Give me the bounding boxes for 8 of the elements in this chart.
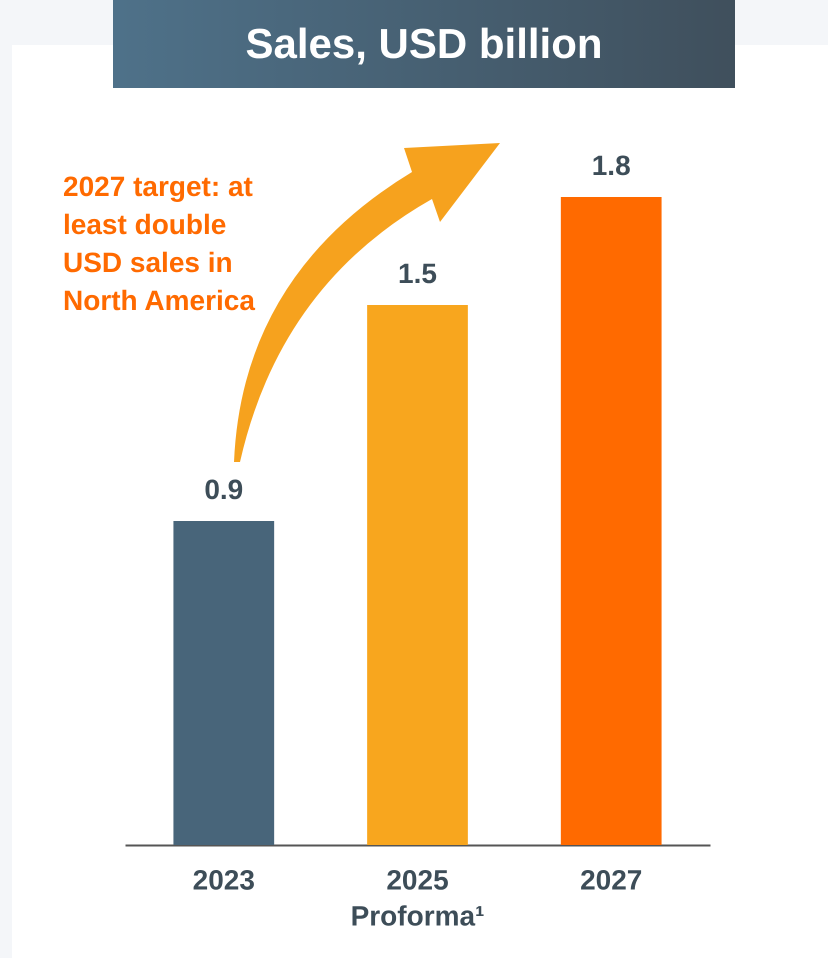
x-tick-label: 2025 Proforma¹ (350, 864, 484, 932)
chart-title: Sales, USD billion (113, 0, 735, 88)
x-tick-label: 2023 (192, 864, 255, 896)
data-label: 1.5 (398, 258, 437, 289)
data-label: 1.8 (592, 150, 631, 181)
data-label: 0.9 (204, 474, 244, 505)
annotation: 2027 target: at least double USD sales in North America (63, 170, 256, 318)
x-tick-label: 2027 (580, 864, 642, 896)
